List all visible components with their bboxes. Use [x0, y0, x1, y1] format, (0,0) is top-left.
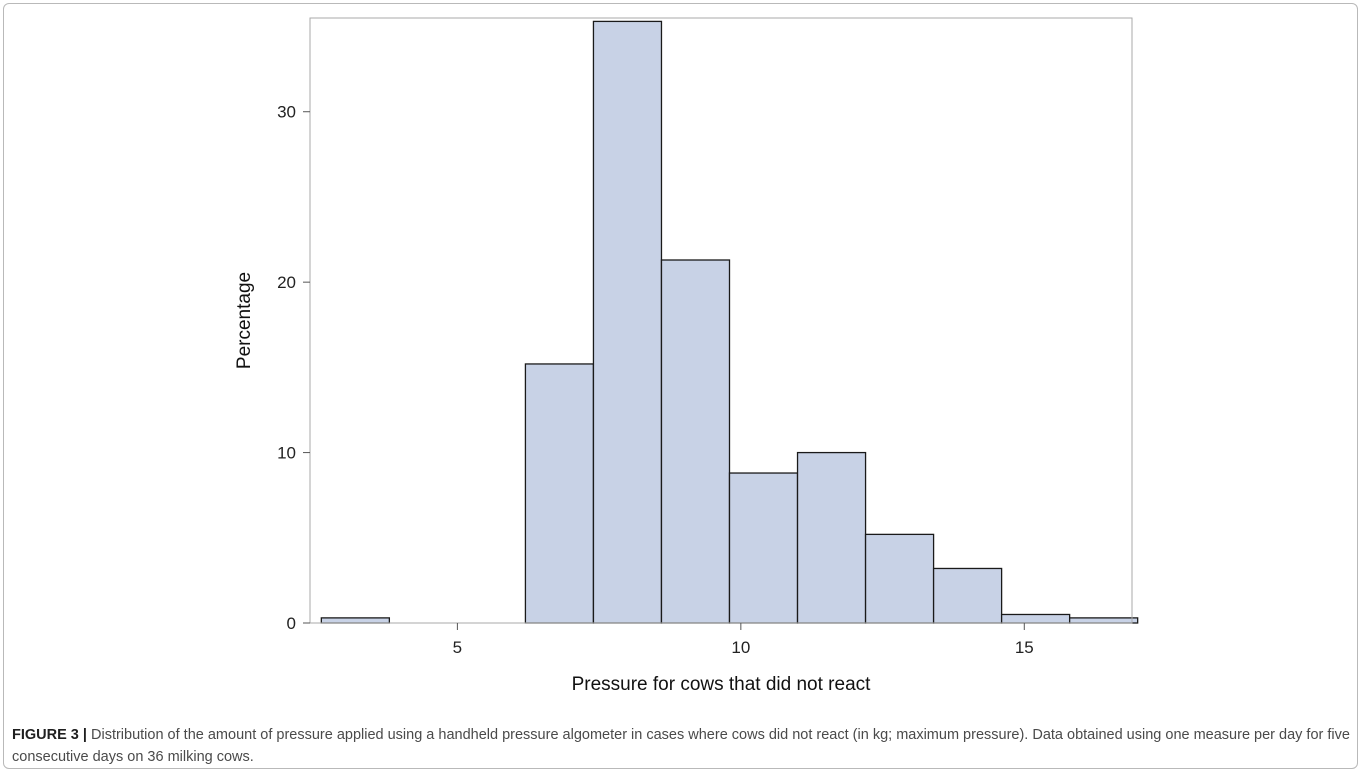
figure-caption: FIGURE 3 | Distribution of the amount of… — [12, 724, 1352, 768]
x-tick-label: 15 — [1015, 638, 1034, 657]
y-axis-label: Percentage — [234, 272, 255, 369]
y-tick-label: 30 — [277, 103, 296, 122]
y-tick-label: 20 — [277, 273, 296, 292]
figure-label: FIGURE 3 | — [12, 727, 87, 743]
histogram-bar-7 — [728, 472, 799, 624]
y-axis-ticks: 0 10 20 30 — [277, 103, 310, 633]
plot-area-frame — [309, 17, 1133, 624]
histogram-chart: 5 10 15 0 10 20 30 Pressure for cows that did… — [234, 17, 1139, 695]
x-axis-label: Pressure for cows that did not react — [572, 674, 872, 695]
histogram-bar-5 — [592, 20, 663, 624]
histogram-bar-6 — [660, 259, 731, 624]
histogram-bar-10 — [932, 567, 1003, 624]
histogram-bar-9 — [864, 533, 935, 624]
histogram-bar-4 — [524, 363, 595, 624]
histogram-bar-12 — [1068, 617, 1139, 624]
x-tick-label: 10 — [731, 638, 750, 657]
x-tick-label: 5 — [453, 638, 462, 657]
histogram-bar-8 — [796, 451, 867, 624]
x-axis-ticks: 5 10 15 — [453, 623, 1034, 657]
histogram-bars — [320, 20, 1139, 624]
y-tick-label: 0 — [287, 614, 296, 633]
histogram-bar-11 — [1000, 613, 1071, 624]
histogram-bar-1 — [320, 617, 391, 624]
y-tick-label: 10 — [277, 444, 296, 463]
figure-caption-text: Distribution of the amount of pressure a… — [12, 727, 1350, 765]
